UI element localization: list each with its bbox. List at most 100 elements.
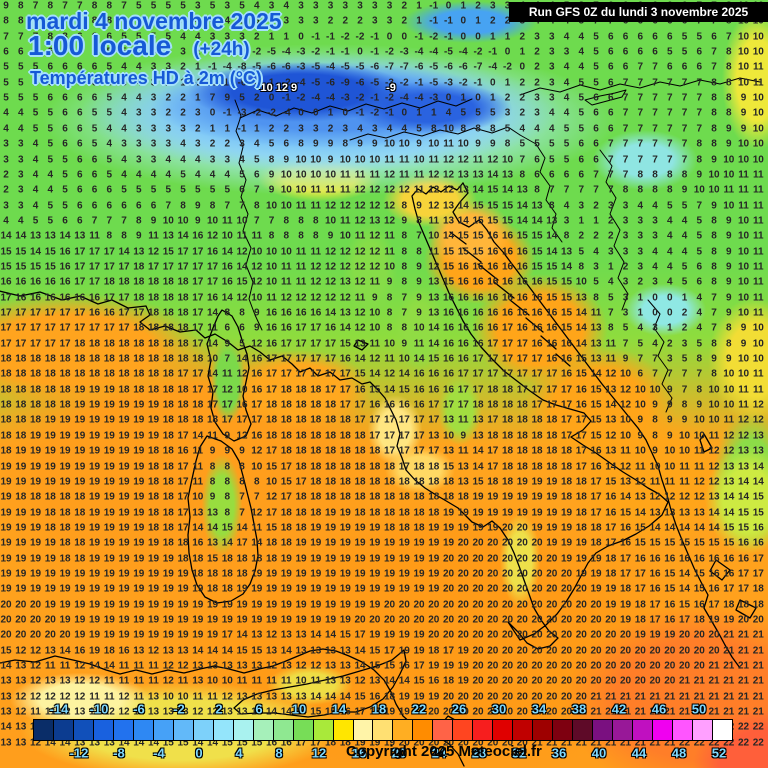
temperature-value: 16 [502, 246, 513, 257]
temperature-value: 20 [413, 599, 424, 610]
temperature-value: 14 [753, 476, 764, 487]
temperature-value: -5 [370, 77, 379, 88]
temperature-value: 16 [531, 308, 542, 319]
temperature-value: 14 [517, 215, 528, 226]
temperature-value: 6 [593, 154, 599, 165]
temperature-value: 13 [0, 691, 11, 702]
temperature-value: 10 [207, 676, 218, 687]
temperature-value: 5 [593, 47, 599, 58]
temperature-value: 19 [104, 630, 115, 641]
temperature-value: 20 [458, 538, 469, 549]
temperature-value: 18 [266, 400, 277, 411]
temperature-value: 9 [254, 323, 260, 334]
temperature-value: 13 [723, 461, 734, 472]
temperature-value: 5 [682, 277, 688, 288]
temperature-value: 7 [593, 185, 599, 196]
color-scale-cell [533, 720, 554, 740]
temperature-value: 19 [384, 707, 395, 718]
temperature-value: 17 [546, 400, 557, 411]
temperature-value: 21 [708, 707, 719, 718]
temperature-value: 18 [428, 461, 439, 472]
temperature-value: 18 [354, 507, 365, 518]
temperature-value: 7 [121, 16, 127, 27]
temperature-value: 13 [15, 661, 26, 672]
temperature-value: 18 [310, 507, 321, 518]
temperature-value: 11 [753, 185, 764, 196]
temperature-value: 12 [15, 691, 26, 702]
temperature-value: 13 [295, 691, 306, 702]
temperature-value: -6 [326, 77, 335, 88]
temperature-value: 4 [549, 123, 555, 134]
temperature-value: 19 [369, 538, 380, 549]
temperature-value: 7 [33, 31, 39, 42]
temperature-value: 17 [45, 308, 56, 319]
temperature-value: 8 [92, 1, 98, 12]
temperature-value: 17 [649, 615, 660, 626]
temperature-value: 7 [564, 185, 570, 196]
temperature-value: 10 [708, 185, 719, 196]
temperature-value: 16 [325, 323, 336, 334]
temperature-value: 18 [517, 446, 528, 457]
temperature-value: 19 [148, 538, 159, 549]
temperature-value: 14 [236, 522, 247, 533]
temperature-value: 19 [89, 430, 100, 441]
temperature-value: 13 [30, 231, 41, 242]
map-date-title: mardi 4 novembre 2025 [26, 8, 282, 35]
temperature-value: 12 [664, 492, 675, 503]
temperature-value: 2 [195, 123, 201, 134]
temperature-value: 12 [605, 369, 616, 380]
temperature-value: 20 [472, 553, 483, 564]
temperature-value: 19 [59, 584, 70, 595]
temperature-value: 12 [45, 691, 56, 702]
temperature-value: 16 [30, 292, 41, 303]
temperature-value: 8 [578, 261, 584, 272]
temperature-value: 20 [458, 553, 469, 564]
temperature-value: 19 [576, 553, 587, 564]
temperature-value: -2 [341, 31, 350, 42]
temperature-value: 13 [15, 737, 26, 748]
temperature-value: 19 [295, 599, 306, 610]
temperature-value: 9 [254, 308, 260, 319]
temperature-value: 17 [443, 645, 454, 656]
temperature-value: 1 [608, 261, 614, 272]
temperature-value: 4 [224, 16, 230, 27]
temperature-value: 10 [413, 323, 424, 334]
temperature-value: 2 [401, 16, 407, 27]
temperature-value: 8 [283, 215, 289, 226]
temperature-value: 17 [192, 292, 203, 303]
temperature-value: 3 [136, 108, 142, 119]
temperature-value: 16 [428, 369, 439, 380]
color-scale-cell [413, 720, 434, 740]
temperature-value: 17 [266, 446, 277, 457]
temperature-value: 14 [694, 522, 705, 533]
temperature-value: 18 [148, 369, 159, 380]
temperature-value: 3 [151, 154, 157, 165]
temperature-value: -2 [385, 47, 394, 58]
temperature-value: 19 [399, 645, 410, 656]
temperature-value: 11 [355, 169, 366, 180]
temperature-value: 8 [387, 292, 393, 303]
temperature-value: 5 [210, 1, 216, 12]
temperature-value: 12 [369, 185, 380, 196]
temperature-value: 9 [224, 446, 230, 457]
temperature-value: 0 [652, 308, 658, 319]
temperature-value: 18 [163, 369, 174, 380]
temperature-value: 14 [649, 522, 660, 533]
temperature-value: -4 [282, 47, 291, 58]
temperature-value: 19 [89, 507, 100, 518]
temperature-value: 8 [239, 308, 245, 319]
temperature-value: 14 [59, 737, 70, 748]
temperature-value: 9 [696, 400, 702, 411]
temperature-value: 5 [534, 139, 540, 150]
color-scale-cell [313, 720, 334, 740]
temperature-value: 15 [531, 261, 542, 272]
temperature-value: 12 [354, 308, 365, 319]
temperature-value: 5 [682, 47, 688, 58]
temperature-value: 4 [195, 16, 201, 27]
temperature-value: 12 [118, 707, 129, 718]
temperature-value: 18 [0, 446, 11, 457]
temperature-value: 19 [118, 568, 129, 579]
temperature-value: 16 [664, 599, 675, 610]
temperature-value: 5 [62, 200, 68, 211]
temperature-value: 10 [753, 354, 764, 365]
